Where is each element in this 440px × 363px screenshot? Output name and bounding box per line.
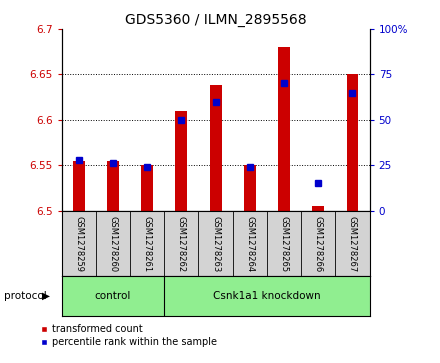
Text: GSM1278266: GSM1278266 — [314, 216, 323, 272]
Text: GSM1278267: GSM1278267 — [348, 216, 357, 272]
Bar — [278, 47, 290, 211]
Text: Csnk1a1 knockdown: Csnk1a1 knockdown — [213, 291, 321, 301]
Text: GSM1278264: GSM1278264 — [246, 216, 254, 272]
Legend: transformed count, percentile rank within the sample: transformed count, percentile rank withi… — [40, 324, 217, 347]
Text: GSM1278265: GSM1278265 — [279, 216, 289, 272]
Bar — [312, 206, 324, 211]
Text: control: control — [95, 291, 131, 301]
Text: protocol: protocol — [4, 291, 47, 301]
Bar — [176, 111, 187, 211]
Text: GSM1278261: GSM1278261 — [143, 216, 152, 272]
Text: GSM1278262: GSM1278262 — [177, 216, 186, 272]
Text: ▶: ▶ — [42, 291, 50, 301]
Text: GSM1278259: GSM1278259 — [74, 216, 83, 272]
Bar — [141, 165, 153, 211]
Text: GSM1278260: GSM1278260 — [108, 216, 117, 272]
Text: GSM1278263: GSM1278263 — [211, 216, 220, 272]
Bar — [209, 85, 222, 211]
Bar — [73, 160, 85, 211]
Bar — [347, 74, 359, 211]
Bar — [244, 165, 256, 211]
Bar — [107, 160, 119, 211]
Title: GDS5360 / ILMN_2895568: GDS5360 / ILMN_2895568 — [125, 13, 306, 26]
